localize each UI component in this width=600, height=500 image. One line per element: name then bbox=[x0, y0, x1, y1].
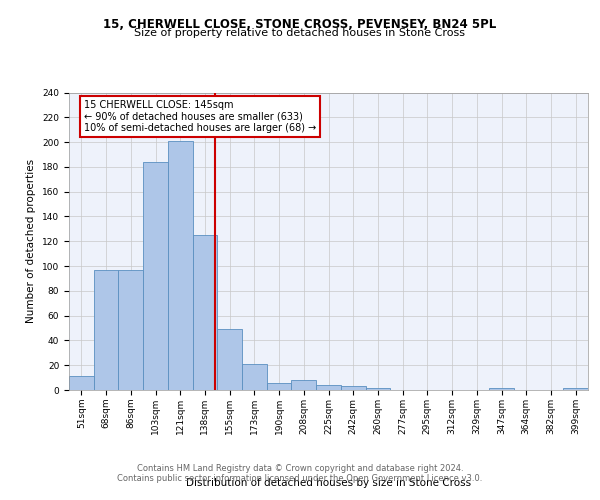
Bar bbox=[267, 382, 292, 390]
X-axis label: Distribution of detached houses by size in Stone Cross: Distribution of detached houses by size … bbox=[186, 478, 471, 488]
Bar bbox=[365, 388, 390, 390]
Text: Contains public sector information licensed under the Open Government Licence v3: Contains public sector information licen… bbox=[118, 474, 482, 483]
Bar bbox=[118, 270, 143, 390]
Text: 15 CHERWELL CLOSE: 145sqm
← 90% of detached houses are smaller (633)
10% of semi: 15 CHERWELL CLOSE: 145sqm ← 90% of detac… bbox=[85, 100, 317, 133]
Bar bbox=[292, 380, 316, 390]
Bar bbox=[242, 364, 267, 390]
Bar bbox=[168, 141, 193, 390]
Text: Contains HM Land Registry data © Crown copyright and database right 2024.: Contains HM Land Registry data © Crown c… bbox=[137, 464, 463, 473]
Bar bbox=[341, 386, 365, 390]
Bar bbox=[143, 162, 168, 390]
Bar bbox=[94, 270, 118, 390]
Bar bbox=[563, 388, 588, 390]
Bar bbox=[193, 235, 217, 390]
Bar bbox=[489, 388, 514, 390]
Bar bbox=[69, 376, 94, 390]
Bar bbox=[217, 330, 242, 390]
Y-axis label: Number of detached properties: Number of detached properties bbox=[26, 159, 37, 324]
Bar bbox=[316, 385, 341, 390]
Text: 15, CHERWELL CLOSE, STONE CROSS, PEVENSEY, BN24 5PL: 15, CHERWELL CLOSE, STONE CROSS, PEVENSE… bbox=[103, 18, 497, 30]
Text: Size of property relative to detached houses in Stone Cross: Size of property relative to detached ho… bbox=[134, 28, 466, 38]
